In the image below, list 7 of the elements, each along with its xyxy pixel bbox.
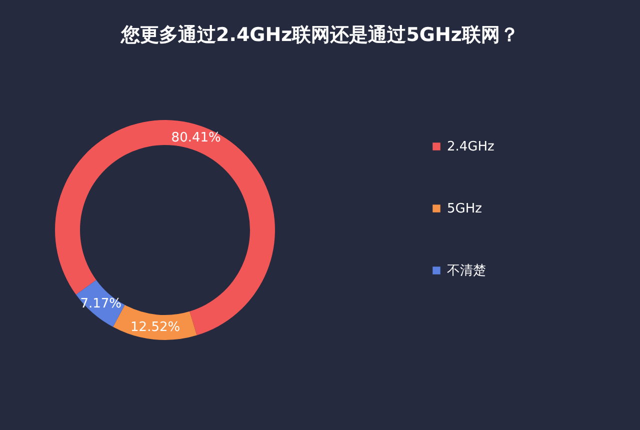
legend-label: 2.4GHz <box>447 140 495 154</box>
data-label: 12.52% <box>130 320 180 336</box>
legend-label: 5GHz <box>447 202 482 216</box>
data-label: 80.41% <box>171 130 221 146</box>
donut-slice <box>55 120 275 336</box>
chart-title: 您更多通过2.4GHz联网还是通过5GHz联网？ <box>120 24 519 46</box>
legend-label: 不清楚 <box>447 264 486 278</box>
